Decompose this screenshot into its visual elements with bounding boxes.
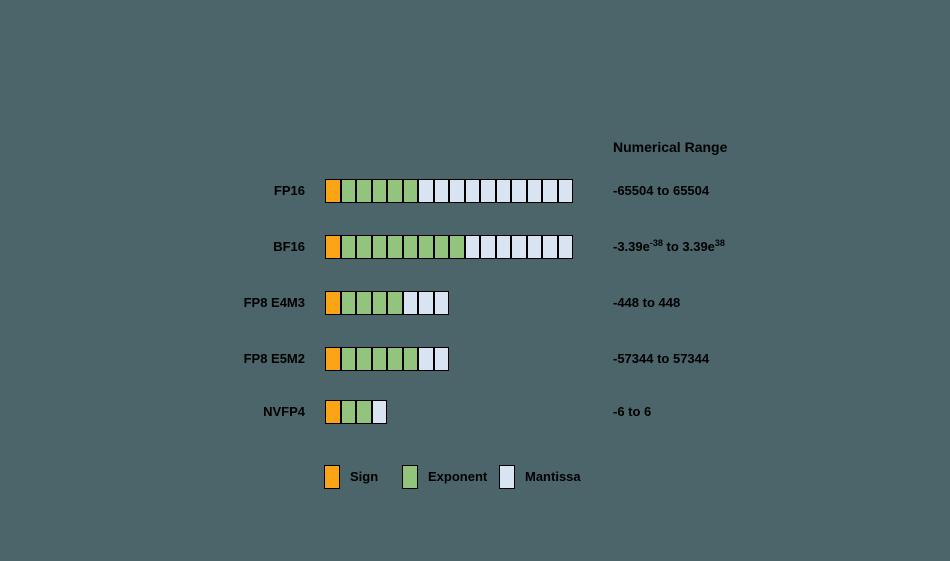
exponent-bit (356, 347, 372, 371)
format-label: FP8 E5M2 (243, 351, 305, 366)
sign-bit (325, 291, 341, 315)
mantissa-bit (418, 179, 434, 203)
exponent-bit (371, 291, 387, 315)
bit-boxes (325, 291, 449, 315)
mantissa-bit (526, 235, 542, 259)
exponent-bit (340, 235, 356, 259)
mantissa-bit (557, 179, 573, 203)
legend-label: Mantissa (525, 469, 581, 484)
format-row: NVFP4 -6 to 6 (0, 400, 950, 424)
format-label: NVFP4 (263, 404, 305, 419)
mantissa-bit (557, 235, 573, 259)
format-row: FP8 E4M3 -448 to 448 (0, 291, 950, 315)
sign-bit (325, 400, 341, 424)
mantissa-bit (464, 179, 480, 203)
legend-item-mantissa: Mantissa (499, 465, 581, 489)
mantissa-bit (433, 347, 449, 371)
mantissa-bit (402, 291, 418, 315)
exponent-bit (371, 347, 387, 371)
range-superscript: -38 (649, 238, 663, 248)
exponent-bit (449, 235, 465, 259)
bit-boxes (325, 400, 387, 424)
exponent-bit (418, 235, 434, 259)
numerical-range-value: -6 to 6 (613, 404, 652, 419)
numerical-range-header: Numerical Range (613, 139, 728, 155)
bit-boxes (325, 347, 449, 371)
exponent-bit (402, 347, 418, 371)
mantissa-bit (371, 400, 387, 424)
sign-bit (325, 235, 341, 259)
exponent-bit (387, 291, 403, 315)
mantissa-bit (542, 179, 558, 203)
exponent-bit (371, 235, 387, 259)
exponent-bit (340, 400, 356, 424)
exponent-bit (356, 400, 372, 424)
format-label: BF16 (273, 239, 305, 254)
bit-boxes (325, 179, 573, 203)
exponent-bit (340, 347, 356, 371)
legend-label: Exponent (428, 469, 488, 484)
exponent-bit (356, 235, 372, 259)
mantissa-bit (418, 347, 434, 371)
sign-swatch (324, 465, 340, 489)
exponent-swatch (402, 465, 418, 489)
mantissa-bit (495, 235, 511, 259)
range-superscript: 38 (714, 238, 725, 248)
exponent-bit (402, 179, 418, 203)
numerical-range-value: -57344 to 57344 (613, 351, 710, 366)
format-row: FP16 -65504 to 65504 (0, 179, 950, 203)
bit-boxes (325, 235, 573, 259)
exponent-bit (402, 235, 418, 259)
mantissa-bit (480, 235, 496, 259)
exponent-bit (340, 291, 356, 315)
format-row: BF16 -3.39e-38 to 3.39e38 (0, 235, 950, 259)
mantissa-bit (464, 235, 480, 259)
sign-bit (325, 179, 341, 203)
exponent-bit (387, 179, 403, 203)
mantissa-bit (495, 179, 511, 203)
format-label: FP8 E4M3 (243, 295, 305, 310)
exponent-bit (340, 179, 356, 203)
format-label: FP16 (273, 183, 305, 198)
exponent-bit (387, 235, 403, 259)
numerical-range-value: -3.39e-38 to 3.39e38 (613, 238, 725, 254)
legend-item-sign: Sign (324, 465, 378, 489)
mantissa-bit (418, 291, 434, 315)
format-row: FP8 E5M2 -57344 to 57344 (0, 347, 950, 371)
numerical-range-value: -448 to 448 (613, 295, 681, 310)
mantissa-bit (449, 179, 465, 203)
mantissa-bit (480, 179, 496, 203)
exponent-bit (356, 291, 372, 315)
mantissa-swatch (499, 465, 515, 489)
mantissa-bit (433, 179, 449, 203)
legend-item-exponent: Exponent (402, 465, 487, 489)
numerical-range-value: -65504 to 65504 (613, 183, 710, 198)
exponent-bit (371, 179, 387, 203)
mantissa-bit (511, 235, 527, 259)
sign-bit (325, 347, 341, 371)
mantissa-bit (542, 235, 558, 259)
mantissa-bit (526, 179, 542, 203)
mantissa-bit (433, 291, 449, 315)
exponent-bit (387, 347, 403, 371)
mantissa-bit (511, 179, 527, 203)
exponent-bit (433, 235, 449, 259)
exponent-bit (356, 179, 372, 203)
legend: Sign Exponent Mantissa (0, 465, 950, 489)
legend-label: Sign (350, 469, 379, 484)
